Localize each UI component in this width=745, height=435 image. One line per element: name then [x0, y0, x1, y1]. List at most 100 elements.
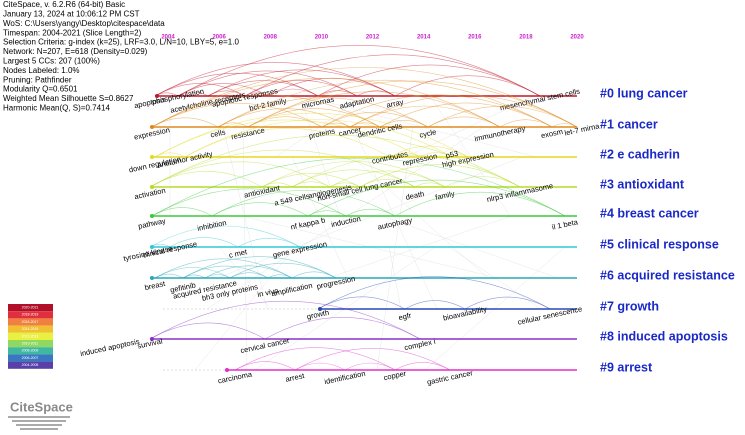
cluster-node	[150, 125, 154, 129]
legend-swatch	[8, 325, 53, 333]
cluster-node	[150, 276, 154, 280]
link-arc	[307, 179, 566, 217]
keyword: activation	[133, 186, 166, 201]
keyword: egfr	[398, 311, 413, 323]
link-arc	[499, 119, 553, 128]
cluster-label: #5 clinical response	[600, 237, 719, 251]
link-arc	[151, 117, 219, 128]
link-arc	[177, 45, 541, 97]
header-line: Timespan: 2004-2021 (Slice Length=2)	[3, 28, 142, 37]
link-arc	[359, 164, 521, 188]
year-label: 2016	[468, 35, 482, 41]
logo-books	[8, 416, 70, 430]
cross-link	[376, 126, 414, 371]
year-label: 2018	[519, 35, 533, 41]
link-arc	[204, 265, 293, 279]
year-label: 2012	[366, 35, 380, 41]
link-arc	[379, 102, 553, 128]
cluster-label: #2 e cadherin	[600, 147, 680, 161]
keyword: inhibition	[196, 218, 227, 233]
keyword: resistance	[230, 126, 265, 142]
link-arc	[291, 271, 337, 279]
link-arc	[149, 135, 521, 188]
link-arc	[464, 296, 551, 310]
link-arc	[211, 202, 309, 217]
link-arc	[244, 54, 541, 97]
cluster: growth egfr bioavailability cellular senesc…	[163, 276, 659, 327]
link-arc	[264, 317, 421, 340]
link-arc	[154, 72, 319, 97]
year-label: 2014	[417, 35, 431, 41]
link-arc	[149, 322, 266, 340]
cluster-label: #4 breast cancer	[600, 206, 699, 220]
legend-label: 2014-2015	[22, 327, 39, 331]
link-arc	[154, 113, 469, 158]
link-arc	[444, 176, 521, 188]
link-arc	[151, 157, 566, 217]
cross-link	[217, 156, 523, 279]
cluster-node	[150, 155, 154, 159]
link-arc	[389, 145, 469, 158]
link-arc	[404, 300, 466, 310]
link-arc	[149, 300, 421, 340]
keyword: carcinoma	[217, 369, 254, 385]
link-arc	[356, 90, 396, 97]
legend-swatch	[8, 361, 53, 369]
link-arc	[394, 191, 566, 217]
header-line: Nodes Labeled: 1.0%	[3, 66, 80, 75]
year-label: 2010	[315, 35, 329, 41]
header-line: Modularity Q=0.6501	[3, 85, 78, 94]
legend-swatch	[8, 332, 53, 340]
keyword: identification	[324, 369, 367, 386]
link-arc	[207, 80, 319, 97]
keyword: cellular senescence	[517, 304, 583, 326]
cross-link	[299, 95, 341, 217]
cluster-label: #9 arrest	[600, 360, 653, 374]
keyword: antioxidant	[243, 183, 281, 200]
cluster-node	[318, 307, 322, 311]
link-arc	[151, 102, 323, 128]
year-label: 2020	[570, 35, 584, 41]
link-arc	[151, 77, 501, 128]
cluster-label: #0 lung cancer	[600, 86, 688, 100]
legend: 2020-2021 2018-2019 2016-2017 2014-2015 2012…	[8, 304, 53, 369]
link-arc	[169, 237, 239, 248]
header-line: Pruning: Pathfinder	[3, 75, 72, 84]
header-line: WoS: C:\Users\yangy\Desktop\citespace\da…	[3, 19, 165, 28]
keyword: gene expression	[272, 239, 328, 259]
cross-link	[194, 246, 296, 371]
cluster-label: #3 antioxidant	[600, 177, 685, 191]
legend-label: 2010-2011	[22, 342, 39, 346]
cluster-label: #7 growth	[600, 299, 659, 313]
link-arc	[149, 171, 263, 188]
link-arc	[229, 262, 337, 279]
keyword: nf kappa b	[290, 215, 326, 231]
link-arc	[394, 362, 451, 371]
link-arc	[291, 169, 416, 188]
link-arc	[151, 94, 381, 128]
keyword: breast	[144, 279, 167, 292]
header-line: CiteSpace, v. 6.2.R6 (64-bit) Basic	[3, 0, 125, 9]
link-arc	[317, 90, 358, 97]
legend-label: 2016-2017	[22, 320, 39, 324]
keyword: clinical response	[142, 239, 198, 259]
link-arc	[149, 149, 416, 188]
keyword: pathway	[137, 216, 166, 231]
link-arc	[182, 256, 337, 279]
keyword: family	[434, 189, 455, 202]
cluster-label: #6 acquired resistance	[600, 268, 735, 282]
link-arc	[229, 272, 269, 279]
link-arc	[427, 105, 578, 128]
cluster-node	[150, 185, 154, 189]
link-arc	[184, 119, 453, 158]
legend-label: 2004-2005	[22, 363, 39, 367]
keyword: gastric cancer	[426, 368, 474, 387]
header-line: Selection Criteria: g-index (k=25), LRF=…	[3, 38, 239, 47]
link-arc	[234, 347, 396, 371]
legend-label: 2006-2007	[22, 356, 39, 360]
link-arc	[321, 94, 553, 128]
